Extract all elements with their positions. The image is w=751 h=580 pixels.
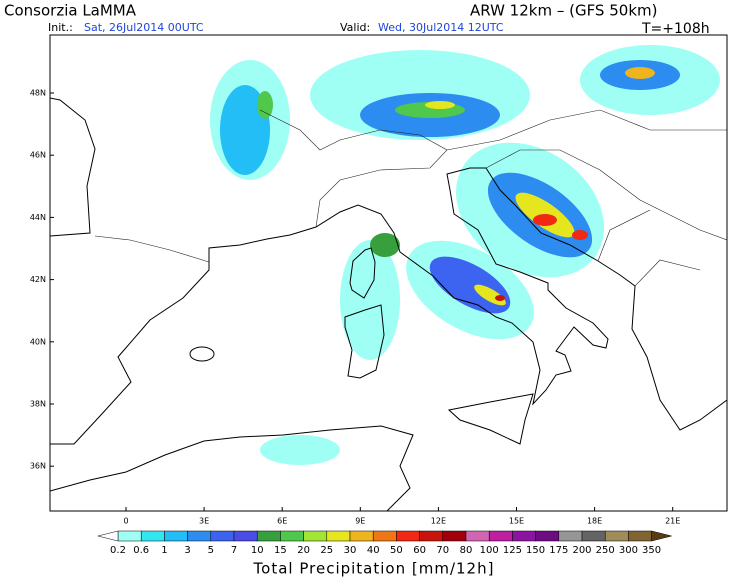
colorbar-label: 175 <box>549 545 568 556</box>
precip-area <box>257 91 273 119</box>
colorbar-box <box>442 530 467 542</box>
precip-area <box>625 67 655 79</box>
colorbar-box <box>512 530 536 542</box>
colorbar-box <box>558 530 583 542</box>
colorbar-box <box>326 530 351 542</box>
colorbar-label: 0.6 <box>133 545 149 556</box>
colorbar-under <box>97 530 119 542</box>
colorbar-label: 125 <box>503 545 522 556</box>
colorbar-label: 10 <box>251 545 264 556</box>
colorbar-box <box>187 530 212 542</box>
lon-label: 6E <box>277 517 287 526</box>
map <box>49 34 728 512</box>
lon-label: 12E <box>431 517 446 526</box>
colorbar-label: 25 <box>320 545 333 556</box>
colorbar-label: 15 <box>274 545 287 556</box>
colorbar-title: Total Precipitation [mm/12h] <box>253 560 495 578</box>
lon-label: 0 <box>123 517 128 526</box>
colorbar-label: 0.2 <box>110 545 126 556</box>
colorbar-box <box>396 530 420 542</box>
colorbar-label: 200 <box>572 545 591 556</box>
lat-label: 40N <box>30 337 46 346</box>
colorbar-label: 5 <box>208 545 214 556</box>
lat-label: 42N <box>30 275 46 284</box>
colorbar-label: 20 <box>297 545 310 556</box>
corsica <box>349 247 376 299</box>
valid-label: Valid: <box>340 21 370 34</box>
model: ARW 12km – (GFS 50km) <box>470 2 657 20</box>
colorbar-box <box>581 530 606 542</box>
colorbar-box <box>349 530 374 542</box>
lat-label: 38N <box>30 400 46 409</box>
colorbar-box <box>280 530 304 542</box>
colorbar-box <box>303 530 328 542</box>
lon-label: 21E <box>665 517 680 526</box>
lon-label: 9E <box>355 517 365 526</box>
map-frame <box>49 34 728 512</box>
sardinia <box>344 304 385 379</box>
colorbar-box <box>233 530 258 542</box>
lon-label: 3E <box>199 517 209 526</box>
colorbar-box <box>164 530 188 542</box>
baleares <box>189 346 215 362</box>
colorbar-box <box>628 530 652 542</box>
lead-time: T=+108h <box>641 21 710 37</box>
colorbar-box <box>535 530 560 542</box>
colorbar-label: 3 <box>184 545 190 556</box>
coastline <box>50 425 414 511</box>
precip-area <box>260 435 340 465</box>
precip-area <box>370 233 400 257</box>
precip-area <box>533 214 557 226</box>
colorbar-box <box>465 530 490 542</box>
colorbar-label: 70 <box>436 545 449 556</box>
colorbar-label: 150 <box>526 545 545 556</box>
lat-label: 44N <box>30 213 46 222</box>
colorbar-label: 300 <box>619 545 638 556</box>
colorbar-over <box>651 530 672 542</box>
precip-area <box>495 295 505 301</box>
lat-label: 36N <box>30 462 46 471</box>
colorbar-label: 80 <box>460 545 473 556</box>
colorbar-label: 350 <box>642 545 661 556</box>
coastlines <box>50 97 727 511</box>
sicily <box>447 393 534 445</box>
lon-label: 18E <box>587 517 602 526</box>
lon-label: 15E <box>509 517 524 526</box>
colorbar-box <box>210 530 235 542</box>
precipitation <box>210 45 720 465</box>
colorbar-label: 30 <box>344 545 357 556</box>
colorbar-box <box>117 530 142 542</box>
colorbar-label: 100 <box>480 545 499 556</box>
colorbar-box <box>604 530 629 542</box>
border <box>94 109 727 287</box>
colorbar-box <box>140 530 165 542</box>
colorbar-label: 7 <box>231 545 237 556</box>
lat-label: 48N <box>30 89 46 98</box>
coastline <box>50 97 96 237</box>
title: Consorzia LaMMA <box>4 2 137 20</box>
valid-time: Wed, 30Jul2014 12UTC <box>378 21 504 34</box>
colorbar-box <box>419 530 444 542</box>
colorbar-label: 1 <box>161 545 167 556</box>
init-time: Sat, 26Jul2014 00UTC <box>84 21 204 34</box>
lat-label: 46N <box>30 151 46 160</box>
precip-area <box>340 240 400 360</box>
colorbar-label: 60 <box>413 545 426 556</box>
precip-area <box>425 101 455 109</box>
colorbar-box <box>256 530 281 542</box>
precip-area <box>572 230 588 240</box>
colorbar-box <box>488 530 513 542</box>
colorbar-label: 250 <box>596 545 615 556</box>
init-label: Init.: <box>48 21 73 34</box>
colorbar-label: 50 <box>390 545 403 556</box>
colorbar-box <box>372 530 397 542</box>
coastline <box>50 167 727 445</box>
colorbar-label: 40 <box>367 545 380 556</box>
